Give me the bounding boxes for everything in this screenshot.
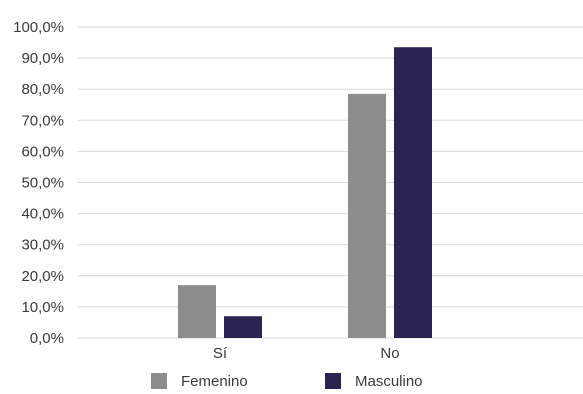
bar-femenino-1 <box>348 93 386 339</box>
y-tick-label: 10,0% <box>21 299 64 316</box>
y-axis-tick-labels: 0,0% 10,0% 20,0% 30,0% 40,0% 50,0% 60,0% 70,0% 8… <box>13 19 64 347</box>
bar-masculino-0 <box>224 316 262 338</box>
y-tick-label: 30,0% <box>21 237 64 254</box>
legend-swatch-masculino <box>325 373 341 389</box>
x-tick-label: No <box>380 345 399 362</box>
y-tick-label: 90,0% <box>21 50 64 67</box>
legend-label-masculino: Masculino <box>355 373 423 389</box>
y-tick-label: 80,0% <box>21 81 64 98</box>
legend-swatch-femenino <box>151 373 167 389</box>
legend-label-femenino: Femenino <box>181 373 248 389</box>
y-tick-label: 100,0% <box>13 19 64 36</box>
y-tick-label: 0,0% <box>30 330 64 347</box>
y-tick-label: 50,0% <box>21 175 64 192</box>
legend: Femenino Masculino <box>151 373 423 390</box>
y-tick-label: 40,0% <box>21 206 64 223</box>
y-tick-label: 60,0% <box>21 143 64 160</box>
gridlines <box>78 26 583 339</box>
y-tick-label: 70,0% <box>21 112 64 129</box>
bars <box>178 47 432 339</box>
bar-masculino-1 <box>394 47 432 339</box>
y-tick-label: 20,0% <box>21 268 64 285</box>
bar-femenino-0 <box>178 285 216 338</box>
x-tick-label: Sí <box>213 345 228 362</box>
x-axis-tick-labels: Sí No <box>213 345 400 362</box>
